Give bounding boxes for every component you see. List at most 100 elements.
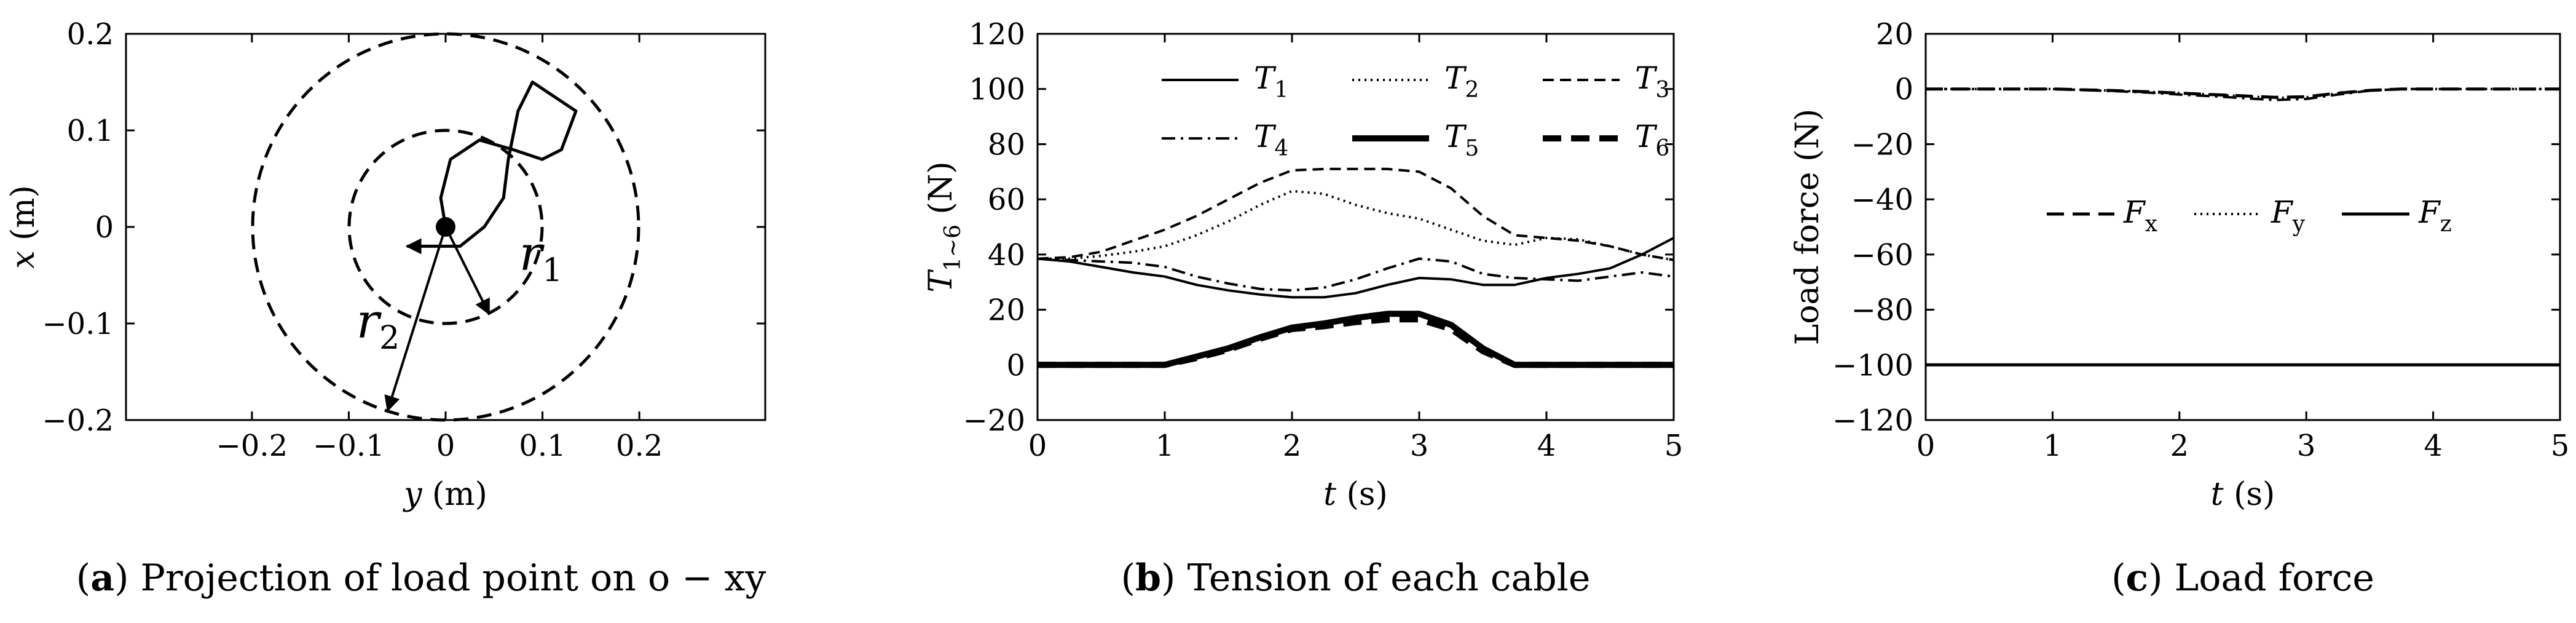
y-tick-label: 20 <box>988 293 1025 328</box>
radius-symbol: r <box>519 226 545 282</box>
series-line-T3 <box>1038 167 1674 261</box>
caption-letter: a <box>90 557 114 600</box>
dashed-circle <box>347 129 544 325</box>
caption-letter: c <box>2126 557 2149 600</box>
legend-subscript: 2 <box>1465 77 1479 103</box>
legend-symbol: F <box>2271 194 2294 230</box>
y-tick-label: 20 <box>1876 17 1913 52</box>
series-line-Fy <box>1926 87 2560 100</box>
x-axis-label: t (s) <box>1323 476 1388 513</box>
series-group <box>1038 167 1674 368</box>
x-axis-label-var: t <box>1323 476 1336 513</box>
y-tick-label: 0.2 <box>67 17 114 52</box>
caption-paren: ( <box>1121 557 1135 600</box>
legend-symbol: F <box>2123 194 2146 230</box>
legend-label: T4 <box>1254 119 1288 161</box>
caption-letter: b <box>1135 557 1161 600</box>
y-axis-label-subscript: 1~6 <box>940 224 966 271</box>
y-tick-label: −120 <box>1832 403 1913 438</box>
y-tick-label: 40 <box>988 238 1025 272</box>
x-tick-label: 2 <box>2170 429 2189 463</box>
y-tick-label: 60 <box>988 183 1025 217</box>
chart-a: −0.2 −0.1 0 0.1 0.2 0.2 0.1 0 −0.1 −0.2 y (m) x (m)… <box>5 17 766 600</box>
legend-label: Fz <box>2418 194 2452 237</box>
x-tick-label: 1 <box>1156 429 1175 463</box>
radius-label-1: r1 <box>519 226 562 289</box>
radius-arrow-2 <box>384 226 447 412</box>
y-tick-label: 120 <box>969 17 1025 52</box>
x-axis-label-var: t <box>2211 476 2224 513</box>
caption-b: (b) Tension of each cable <box>1121 557 1591 600</box>
legend-symbol: T <box>1444 119 1467 154</box>
y-axis-label-unit: (m) <box>5 185 42 250</box>
x-tick-label: 5 <box>1664 429 1684 463</box>
radius-subscript: 1 <box>542 252 562 289</box>
x-tick-label: 0 <box>436 429 455 463</box>
y-axis-label-unit: (N) <box>923 161 959 224</box>
legend-label: T1 <box>1254 60 1288 103</box>
y-tick-label: −20 <box>963 403 1025 438</box>
x-tick-label: 0 <box>1028 429 1047 463</box>
x-axis-label-unit: (s) <box>2224 476 2275 513</box>
legend-label: Fy <box>2271 194 2306 237</box>
x-tick-label: −0.1 <box>313 429 385 463</box>
legend-subscript: 5 <box>1465 136 1479 161</box>
y-tick-label: −0.1 <box>42 307 114 341</box>
plot-frame <box>1924 33 2561 421</box>
legend-symbol: T <box>1635 119 1658 154</box>
chart-c: 0 1 2 3 4 5 20 0 −20 −40 −60 −80 −100 −120 t (s) Load f… <box>1789 17 2569 600</box>
legend-label: Fx <box>2123 194 2157 237</box>
y-tick-label: −0.2 <box>42 403 114 438</box>
legend-symbol: T <box>1254 60 1277 96</box>
y-axis-label: Load force (N) <box>1789 109 1826 346</box>
legend-label: T6 <box>1635 119 1669 161</box>
legend-subscript: z <box>2440 212 2452 237</box>
x-tick-label: 1 <box>2043 429 2062 463</box>
y-tick-label: 100 <box>969 73 1025 107</box>
x-tick-label: 0 <box>1916 429 1936 463</box>
x-tick-label: 0.1 <box>519 429 565 463</box>
y-axis-label: T1~6 (N) <box>923 161 966 292</box>
series-line-Fx <box>1926 87 2560 99</box>
y-tick-label: 0 <box>1006 348 1025 383</box>
x-axis-label-unit: (m) <box>422 476 487 513</box>
dashed-circle <box>251 32 640 422</box>
x-tick-label: 2 <box>1283 429 1302 463</box>
y-tick-label: −20 <box>1851 127 1913 162</box>
legend-subscript: 1 <box>1274 77 1288 103</box>
x-tick-label: 0.2 <box>616 429 663 463</box>
x-axis-label-unit: (s) <box>1336 476 1388 513</box>
legend-subscript: 4 <box>1274 136 1288 161</box>
radius-label-2: r2 <box>356 294 400 357</box>
x-tick-label: 4 <box>1537 429 1556 463</box>
x-axis-label: t (s) <box>2211 476 2275 513</box>
legend-symbol: F <box>2418 194 2441 230</box>
series-line-T2 <box>1038 189 1674 261</box>
caption-c: (c) Load force <box>2111 557 2374 600</box>
caption-text: ) Tension of each cable <box>1161 557 1590 600</box>
x-tick-label: 5 <box>2551 429 2570 463</box>
y-tick-label: −40 <box>1851 183 1913 217</box>
y-tick-label: −80 <box>1851 293 1913 328</box>
y-tick-label: 80 <box>988 127 1025 162</box>
y-tick-label: −100 <box>1832 348 1913 383</box>
y-tick-label: 0 <box>95 210 114 245</box>
y-tick-label: −60 <box>1851 238 1913 272</box>
x-axis-label: y (m) <box>403 476 487 513</box>
y-axis-label: x (m) <box>5 185 42 269</box>
trajectory-path <box>405 81 578 255</box>
caption-text: ) Projection of load point on o − xy <box>114 557 766 600</box>
legend-label: T3 <box>1635 60 1669 103</box>
radius-subscript: 2 <box>379 320 400 357</box>
series-line-unlabeled3 <box>1926 87 2560 101</box>
y-tick-label: 0.1 <box>67 114 114 148</box>
legend-subscript: y <box>2292 212 2306 237</box>
y-axis-label-var: x <box>5 251 42 269</box>
y-axis-label-var: T <box>923 269 959 293</box>
caption-paren: ( <box>76 557 90 600</box>
y-tick-label: 0 <box>1894 73 1913 107</box>
series-line-T6 <box>1038 316 1674 368</box>
x-tick-label: −0.2 <box>216 429 288 463</box>
